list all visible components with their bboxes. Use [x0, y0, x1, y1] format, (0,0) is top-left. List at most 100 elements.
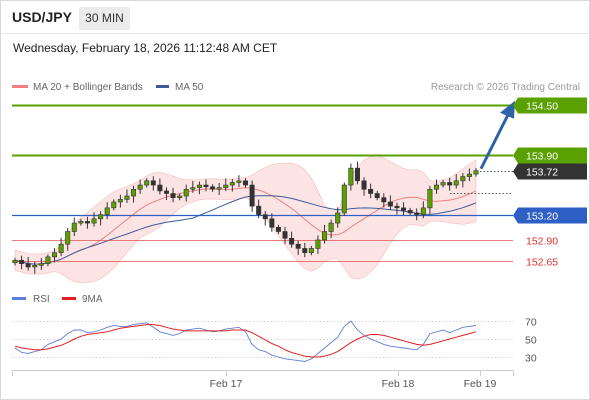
x-axis-ticks: Feb 17 Feb 18 Feb 19: [12, 370, 514, 390]
candle-body: [157, 184, 163, 192]
candle-body: [401, 207, 407, 211]
level-label-153.20: 153.20: [526, 211, 558, 223]
candle-body: [177, 195, 183, 199]
target-arrow: [479, 100, 515, 170]
candle-body: [196, 184, 202, 188]
candle-body: [460, 176, 466, 182]
candle-body: [315, 239, 321, 249]
candle-body: [144, 180, 150, 186]
candle-body: [163, 190, 169, 194]
candle-body: [433, 184, 439, 190]
candle-body: [12, 259, 18, 264]
chart-header: USD/JPY 30 MIN: [0, 0, 590, 37]
candle-body: [387, 201, 393, 207]
candle-body: [381, 197, 387, 203]
candle-body: [453, 180, 459, 186]
candle-body: [91, 218, 97, 224]
rsi-panel: 70 50 30: [12, 317, 537, 365]
candle-body: [58, 243, 64, 253]
candle-body: [78, 221, 84, 224]
level-label-154.50: 154.50: [526, 101, 558, 113]
candle-body: [131, 188, 137, 197]
rsi-legend-label: RSI: [33, 294, 50, 305]
candle-body: [414, 212, 420, 215]
rsi-tick-label: 70: [525, 317, 537, 329]
candle-body: [368, 188, 374, 194]
candle-body: [473, 170, 479, 175]
rsi-line: [14, 320, 477, 362]
candle-body: [71, 222, 77, 232]
ma20-legend-label: MA 20 + Bollinger Bands: [33, 82, 143, 93]
level-label-153.90: 153.90: [526, 151, 558, 163]
candle-body: [420, 207, 426, 215]
x-tick-label: Feb 19: [464, 378, 497, 390]
candle-body: [137, 184, 143, 190]
candle-body: [282, 231, 288, 239]
candlesticks: [12, 161, 479, 274]
price-levels: [12, 104, 513, 262]
research-credit: Research © 2026 Trading Central: [431, 82, 580, 93]
candle-body: [447, 182, 453, 186]
candle-body: [150, 180, 156, 186]
rsi-legend-swatch: [12, 297, 26, 300]
candle-body: [466, 173, 472, 177]
candle-body: [38, 263, 44, 266]
candle-body: [84, 221, 90, 224]
candle-body: [223, 184, 229, 188]
candle-body: [32, 265, 38, 268]
moving-averages: [14, 187, 477, 265]
level-label-152.65: 152.65: [526, 257, 558, 269]
candle-body: [65, 231, 71, 245]
candle-body: [52, 252, 58, 258]
candle-body: [361, 180, 367, 190]
candle-body: [407, 210, 413, 214]
bollinger-bands: [14, 155, 477, 284]
resistance-label-box: [513, 147, 587, 164]
ma50-legend-label: MA 50: [175, 82, 204, 93]
ma20-line: [14, 187, 477, 265]
candle-body: [354, 167, 360, 182]
candle-body: [275, 226, 281, 232]
x-tick-label: Feb 18: [382, 378, 415, 390]
candle-body: [322, 231, 328, 241]
candle-body: [203, 184, 209, 188]
candle-body: [269, 218, 275, 228]
rsi-ma-line: [14, 324, 477, 358]
candle-body: [308, 248, 314, 253]
candle-body: [229, 182, 235, 186]
timeframe-button[interactable]: 30 MIN: [79, 7, 130, 30]
candle-body: [335, 212, 341, 224]
candle-body: [170, 193, 176, 199]
candle-body: [348, 167, 354, 186]
candle-body: [236, 180, 242, 183]
candle-body: [45, 256, 51, 264]
x-tick-label: Feb 17: [210, 378, 243, 390]
rsi-tick-label: 50: [525, 335, 537, 347]
candle-body: [295, 243, 301, 249]
rsi-tick-label: 30: [525, 353, 537, 365]
candle-body: [111, 201, 117, 209]
rsi-ma-legend-swatch: [62, 297, 76, 300]
candle-body: [341, 184, 347, 214]
ma20-legend-swatch: [12, 85, 28, 88]
candle-body: [374, 193, 380, 199]
candle-body: [249, 184, 255, 207]
candle-body: [302, 248, 308, 253]
candle-body: [190, 187, 196, 190]
candle-body: [98, 214, 104, 220]
ma50-legend-swatch: [156, 85, 169, 88]
level-labels: 154.50 153.90 153.72 153.20 152.90 152.65: [513, 97, 587, 269]
candle-body: [210, 186, 216, 190]
candle-body: [104, 207, 110, 215]
candle-body: [256, 205, 262, 215]
candle-body: [19, 259, 25, 264]
support-label-box: [513, 207, 587, 224]
candle-body: [117, 199, 123, 203]
candle-body: [216, 187, 222, 190]
timestamp: Wednesday, February 18, 2026 11:12:48 AM…: [13, 41, 278, 55]
candle-body: [124, 195, 130, 200]
ma50-line: [14, 195, 477, 265]
candle-body: [427, 188, 433, 209]
arrow-head: [500, 100, 515, 119]
